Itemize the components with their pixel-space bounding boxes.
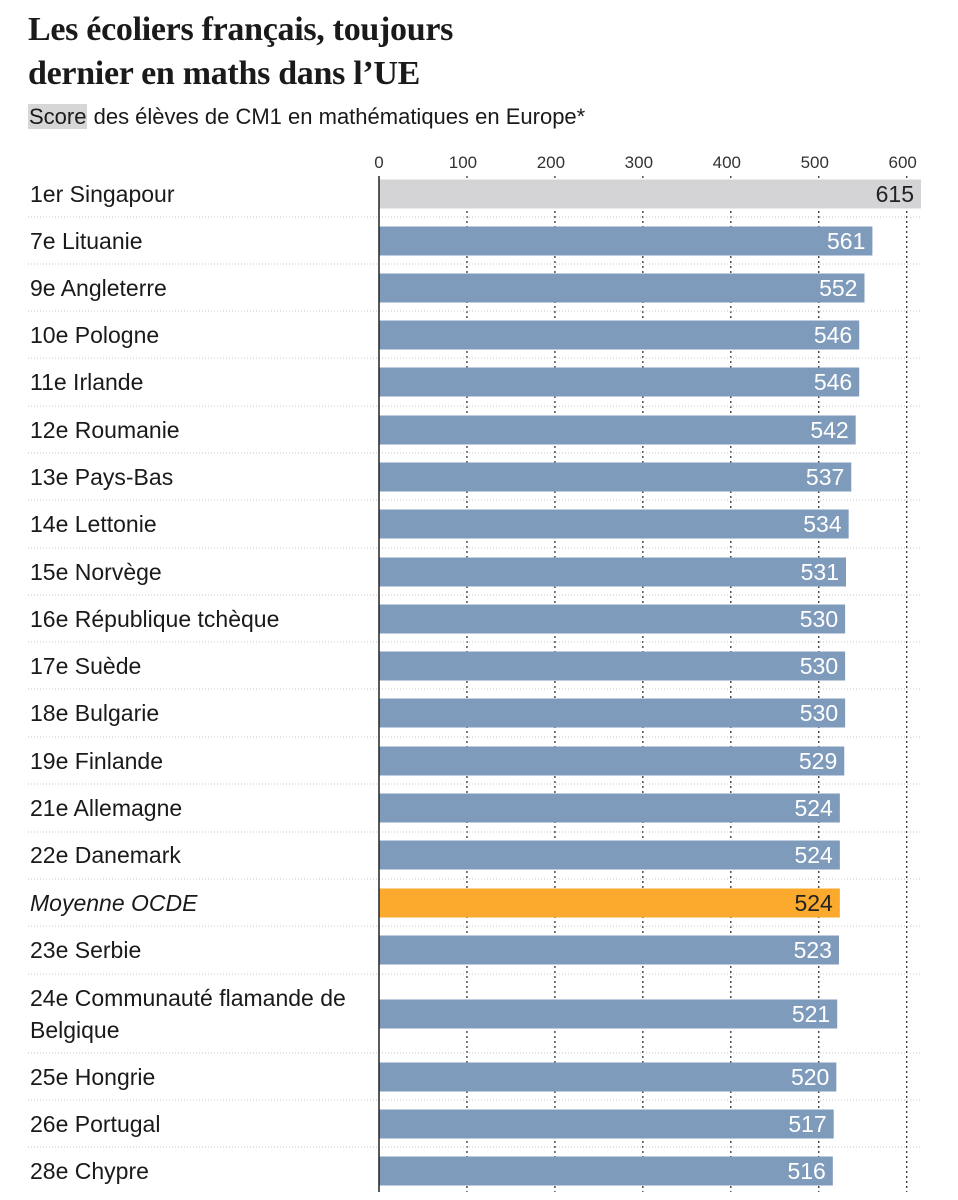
x-axis-ticks: 0 100 200 300 400 500 600 — [374, 153, 917, 172]
bar — [379, 888, 840, 918]
bar — [379, 746, 845, 776]
x-tick-label: 400 — [713, 153, 741, 172]
category-label: 22e Danemark — [30, 842, 181, 868]
bar-value-label: 534 — [803, 511, 842, 537]
subtitle-text: des élèves de CM1 en mathématiques en Eu… — [87, 104, 586, 129]
category-label: 1er Singapour — [30, 181, 175, 207]
bar — [379, 698, 846, 728]
category-label: 21e Allemagne — [30, 795, 182, 821]
bar-value-label: 542 — [810, 417, 848, 443]
bar — [379, 226, 873, 256]
category-label: Belgique — [30, 1017, 120, 1043]
bar-value-label: 517 — [788, 1111, 826, 1137]
chart-title: Les écoliers français, toujours dernier … — [28, 8, 928, 96]
bar-value-label: 537 — [806, 464, 844, 490]
bar-value-label: 546 — [814, 322, 852, 348]
category-label: 24e Communauté flamande de — [30, 985, 346, 1011]
bar — [379, 793, 840, 823]
bar-value-label: 530 — [800, 606, 838, 632]
x-tick-label: 300 — [625, 153, 653, 172]
bar — [379, 604, 846, 634]
bar-value-label: 524 — [794, 795, 833, 821]
chart-rows: 1er Singapour 7e Lituanie 9e Angleterre 10e… — [28, 181, 922, 1184]
bar-value-label: 531 — [801, 559, 839, 585]
bar — [379, 651, 846, 681]
bar — [379, 320, 860, 350]
bar — [379, 1062, 837, 1092]
bar-value-label: 520 — [791, 1064, 829, 1090]
bar-value-label: 546 — [814, 369, 852, 395]
bar — [379, 509, 849, 539]
chart-title-line-2: dernier en maths dans l’UE — [28, 55, 421, 92]
category-label: 7e Lituanie — [30, 228, 143, 254]
category-label: 15e Norvège — [30, 559, 162, 585]
x-tick-label: 600 — [889, 153, 917, 172]
category-label: 16e République tchèque — [30, 606, 279, 632]
bar-value-label: 524 — [794, 842, 833, 868]
x-tick-label: 200 — [537, 153, 565, 172]
bar — [379, 1109, 834, 1139]
bar-value-label: 561 — [827, 228, 865, 254]
bar — [379, 557, 847, 587]
x-tick-label: 100 — [449, 153, 477, 172]
x-tick-label: 0 — [374, 153, 383, 172]
category-label: 19e Finlande — [30, 748, 163, 774]
bar-value-label: 530 — [800, 700, 838, 726]
chart-subtitle: Score des élèves de CM1 en mathématiques… — [28, 101, 585, 133]
category-label: 23e Serbie — [30, 937, 141, 963]
bar — [379, 935, 839, 965]
category-label: 17e Suède — [30, 653, 141, 679]
category-label: 14e Lettonie — [30, 511, 157, 537]
bar — [379, 179, 921, 209]
bar — [379, 840, 840, 870]
category-label: 18e Bulgarie — [30, 700, 159, 726]
bar — [379, 273, 865, 303]
chart-title-line-1: Les écoliers français, toujours — [28, 11, 454, 48]
bar-value-label: 552 — [819, 275, 857, 301]
category-label: 28e Chypre — [30, 1158, 149, 1184]
category-label: 13e Pays-Bas — [30, 464, 173, 490]
category-label: 9e Angleterre — [30, 275, 167, 301]
category-label: 26e Portugal — [30, 1111, 160, 1137]
bar-value-label: 524 — [794, 890, 833, 916]
bar-value-label: 529 — [799, 748, 837, 774]
category-label: 11e Irlande — [30, 369, 143, 395]
bar-value-label: 615 — [876, 181, 914, 207]
bar-value-label: 523 — [794, 937, 832, 963]
chart-bars: 615 561 552 546 546 542 537 534 531 530 530 530 529 5… — [379, 179, 921, 1186]
bar — [379, 462, 852, 492]
bar — [379, 999, 838, 1029]
bar-value-label: 521 — [792, 1001, 830, 1027]
x-tick-label: 500 — [801, 153, 829, 172]
category-label: 10e Pologne — [30, 322, 159, 348]
category-label: 25e Hongrie — [30, 1064, 155, 1090]
category-label: Moyenne OCDE — [30, 890, 198, 916]
bar — [379, 415, 856, 445]
bar-value-label: 516 — [787, 1158, 825, 1184]
category-label: 12e Roumanie — [30, 417, 180, 443]
subtitle-highlight: Score — [28, 104, 88, 129]
bar — [379, 367, 860, 397]
bar — [379, 1156, 833, 1186]
bar-value-label: 530 — [800, 653, 838, 679]
